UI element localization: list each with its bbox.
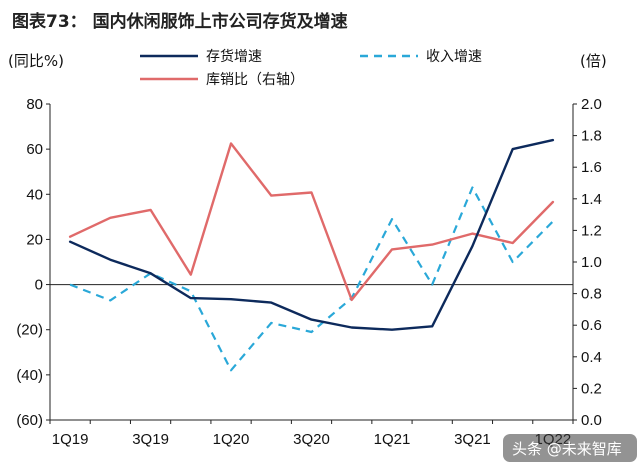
y-left-axis-label: (同比%) (8, 52, 64, 70)
y-right-tick-label: 1.0 (581, 254, 602, 271)
axes: 80 60 40 20 0 (20) (40) (60) 2.0 1.8 1.6 1.4 1.2 1.0 0… (16, 96, 602, 448)
y-right-tick-label: 1.2 (581, 222, 602, 239)
y-left-tick-label: 20 (26, 231, 43, 248)
series-line-0 (68, 138, 555, 331)
x-tick-label: 1Q20 (213, 431, 250, 448)
legend-label-1: 收入增速 (426, 49, 482, 65)
y-right-tick-label: 0.0 (581, 412, 602, 429)
y-right-tick-label: 1.8 (581, 128, 602, 145)
y-left-tick-label: 40 (26, 186, 43, 203)
y-left-tick-label: 80 (26, 96, 43, 113)
legend-label-0: 存货增速 (206, 48, 262, 65)
y-right-tick-label: 1.4 (581, 191, 602, 208)
chart-title: 图表73： 国内休闲服饰上市公司存货及增速 (12, 11, 348, 32)
y-right-tick-label: 0.8 (581, 286, 602, 303)
y-left-tick-label: (20) (16, 322, 43, 339)
y-left-tick-label: 0 (35, 277, 43, 294)
x-tick-label: 1Q21 (374, 431, 411, 448)
watermark-text: 头条 @未来智库 (512, 440, 622, 458)
y-left-tick-label: (60) (16, 412, 43, 429)
x-tick-label: 3Q21 (454, 431, 491, 448)
y-right-tick-label: 1.6 (581, 159, 602, 176)
series-line-2 (68, 142, 555, 302)
y-right-tick-label: 0.6 (581, 317, 602, 334)
series-layer (68, 138, 555, 372)
y-right-tick-label: 0.4 (581, 349, 602, 366)
series-line-1 (69, 186, 554, 372)
y-right-axis-label: (倍) (580, 52, 607, 70)
y-left-tick-label: 60 (26, 141, 43, 158)
x-tick-label: 3Q20 (293, 431, 330, 448)
y-right-tick-label: 2.0 (581, 96, 602, 113)
x-tick-label: 3Q19 (132, 431, 169, 448)
y-right-tick-label: 0.2 (581, 380, 602, 397)
watermark-badge (503, 434, 637, 462)
x-tick-label: 1Q19 (52, 431, 89, 448)
y-left-tick-label: (40) (16, 367, 43, 384)
legend-label-2: 库销比（右轴） (206, 72, 304, 88)
